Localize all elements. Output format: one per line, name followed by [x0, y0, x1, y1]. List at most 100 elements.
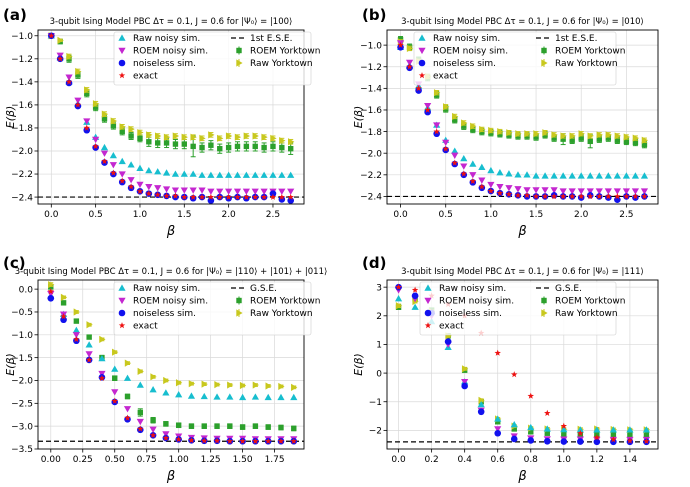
data-point-exact — [559, 193, 567, 200]
legend-marker-roem-noisy-sim — [118, 47, 126, 55]
data-point-roem-yorktown — [92, 104, 99, 110]
data-point-raw-yorktown — [188, 380, 196, 388]
data-point-raw-noisy-sim — [111, 365, 119, 372]
data-point-exact — [269, 193, 277, 200]
data-point-raw-yorktown — [137, 367, 144, 375]
x-tick-label: 1.00 — [169, 455, 189, 465]
data-point-exact — [98, 374, 106, 381]
data-point-exact — [433, 128, 440, 135]
data-point-raw-noisy-sim — [451, 147, 459, 154]
data-point-roem-noisy-sim — [83, 118, 91, 125]
legend-marker-exact — [418, 72, 426, 79]
data-point-exact — [243, 193, 250, 200]
data-point-raw-noisy-sim — [626, 426, 634, 433]
data-point-raw-yorktown — [291, 383, 298, 391]
data-point-roem-noisy-sim — [494, 426, 502, 433]
data-point-roem-yorktown — [270, 143, 276, 150]
data-point-roem-yorktown — [641, 141, 648, 148]
x-tick-label: 0.8 — [524, 455, 539, 465]
y-tick-label: −1.8 — [11, 124, 33, 134]
legend-marker-raw-noisy-sim — [118, 284, 126, 291]
data-point-raw-noisy-sim — [496, 169, 504, 176]
data-point-roem-yorktown — [614, 137, 621, 143]
data-point-roem-noisy-sim — [72, 332, 80, 339]
legend-entry-raw-yorktown: Raw Yorktown — [250, 309, 313, 319]
data-point-raw-noisy-sim — [494, 415, 502, 422]
y-axis-label: E(β) — [352, 353, 365, 376]
data-point-raw-noisy-sim — [123, 374, 132, 381]
data-point-raw-yorktown — [614, 132, 621, 140]
legend-marker-raw-noisy-sim — [118, 34, 126, 41]
data-point-roem-noisy-sim — [260, 188, 268, 195]
data-point-noiseless-sim — [494, 429, 502, 437]
data-point-exact — [239, 437, 246, 444]
data-point-exact — [626, 437, 634, 444]
data-point-exact — [511, 371, 518, 378]
data-point-exact — [189, 193, 197, 200]
data-point-roem-noisy-sim — [622, 188, 630, 195]
data-point-exact — [181, 193, 188, 200]
plot-frame — [37, 279, 305, 450]
data-point-roem-yorktown — [452, 117, 458, 123]
data-point-raw-yorktown — [278, 382, 285, 391]
data-point-raw-yorktown — [137, 128, 144, 137]
data-point-raw-yorktown — [560, 132, 567, 140]
data-point-roem-noisy-sim — [568, 188, 576, 195]
data-point-roem-yorktown — [596, 136, 602, 142]
data-point-roem-noisy-sim — [451, 152, 459, 159]
data-point-noiseless-sim — [424, 108, 431, 116]
data-point-raw-noisy-sim — [189, 170, 197, 177]
data-point-roem-yorktown — [188, 423, 195, 429]
chart-title: 3-qubit Ising Model PBC Δτ = 0.1, J = 0.… — [50, 17, 293, 27]
x-tick-label: 0.00 — [41, 455, 61, 465]
data-point-exact — [395, 283, 402, 290]
y-tick-label: −3.0 — [11, 422, 33, 432]
data-point-exact — [541, 193, 549, 200]
data-point-roem-noisy-sim — [154, 185, 162, 192]
data-point-exact — [278, 193, 286, 200]
legend-marker-noiseless-sim — [418, 59, 426, 67]
data-point-roem-yorktown — [234, 143, 241, 150]
data-point-roem-noisy-sim — [478, 177, 486, 184]
data-point-raw-yorktown — [110, 117, 117, 125]
data-point-raw-yorktown — [605, 131, 612, 139]
legend-entry-roem-yorktown: ROEM Yorktown — [250, 47, 320, 57]
data-point-exact — [145, 190, 153, 197]
legend-marker-raw-noisy-sim — [424, 284, 432, 291]
y-axis-label: E(β) — [4, 106, 17, 129]
data-point-roem-yorktown — [291, 425, 297, 432]
data-point-raw-yorktown — [265, 382, 272, 390]
data-point-raw-yorktown — [497, 127, 504, 136]
legend-marker-roem-noisy-sim — [118, 297, 126, 305]
data-point-raw-noisy-sim — [394, 295, 403, 302]
data-point-exact — [568, 193, 576, 200]
data-point-exact — [287, 193, 294, 200]
data-point-raw-yorktown — [252, 381, 260, 389]
data-point-exact — [505, 190, 513, 198]
data-point-raw-noisy-sim — [239, 393, 247, 401]
data-point-raw-noisy-sim — [269, 171, 277, 178]
data-point-roem-yorktown — [511, 426, 517, 432]
data-point-raw-yorktown — [57, 36, 64, 44]
legend-marker-raw-yorktown — [236, 59, 243, 67]
x-tick-label: 2.5 — [619, 210, 633, 220]
data-point-roem-noisy-sim — [162, 186, 171, 193]
legend: Raw noisy sim. ROEM noisy sim. noiseless s… — [419, 281, 625, 336]
legend-box — [113, 281, 312, 336]
data-point-raw-yorktown — [163, 133, 171, 141]
data-point-roem-yorktown — [225, 144, 232, 151]
data-point-raw-noisy-sim — [118, 157, 126, 165]
data-point-noiseless-sim — [47, 294, 55, 302]
data-point-exact — [514, 191, 522, 199]
data-point-exact — [544, 409, 551, 416]
legend-marker-raw-yorktown — [236, 309, 243, 317]
data-point-roem-noisy-sim — [162, 431, 170, 438]
data-point-roem-yorktown — [201, 423, 207, 429]
data-point-raw-yorktown — [632, 134, 640, 142]
data-point-raw-noisy-sim — [514, 171, 522, 178]
data-point-roem-noisy-sim — [225, 188, 233, 195]
data-point-exact — [198, 193, 206, 200]
data-point-raw-yorktown — [288, 138, 295, 146]
data-point-roem-yorktown — [544, 430, 550, 436]
data-point-exact — [201, 437, 208, 444]
